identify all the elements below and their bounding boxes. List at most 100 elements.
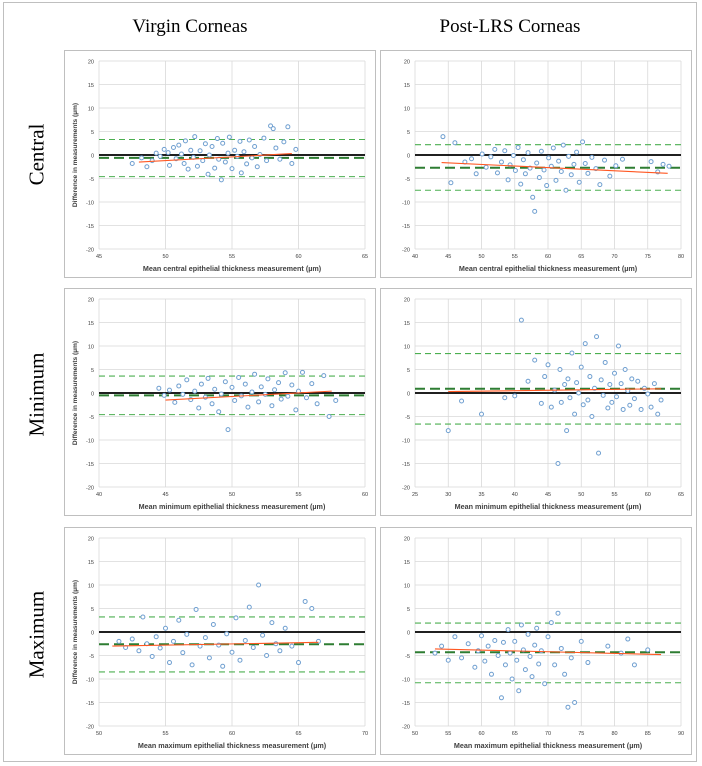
x-tick-label: 50	[412, 731, 418, 737]
y-tick-label: -20	[86, 486, 94, 492]
data-point	[282, 625, 288, 631]
data-point	[459, 398, 465, 404]
data-point	[613, 394, 619, 400]
y-tick-label: 10	[404, 107, 410, 113]
x-tick-label: 40	[412, 254, 418, 260]
data-point	[518, 622, 524, 628]
data-point	[534, 160, 540, 166]
data-point	[498, 159, 504, 165]
data-point	[619, 156, 625, 162]
data-point	[565, 376, 571, 382]
data-point	[553, 177, 559, 183]
data-point	[612, 370, 617, 376]
data-point	[289, 160, 295, 166]
data-point	[660, 161, 666, 167]
data-point	[558, 168, 564, 174]
data-point	[631, 396, 637, 402]
data-point	[585, 660, 591, 666]
x-tick-label: 55	[295, 492, 301, 498]
y-tick-label: -15	[86, 701, 94, 707]
data-point	[555, 461, 561, 466]
data-point	[525, 150, 531, 156]
x-tick-label: 25	[412, 492, 418, 498]
data-point	[522, 171, 528, 177]
data-point	[492, 146, 498, 152]
x-tick-label: 40	[96, 492, 102, 498]
data-point	[542, 681, 548, 687]
data-point	[465, 641, 471, 647]
data-point	[641, 385, 647, 391]
data-point	[500, 639, 506, 645]
x-tick-label: 90	[678, 731, 684, 737]
data-point	[277, 156, 283, 162]
y-tick-label: 5	[407, 130, 410, 136]
data-point	[536, 175, 542, 181]
data-point	[567, 395, 573, 401]
data-point	[256, 399, 262, 405]
data-point	[202, 635, 208, 641]
data-point	[249, 389, 255, 395]
data-point	[206, 655, 212, 661]
data-point	[572, 411, 578, 417]
data-point	[250, 645, 256, 651]
data-point	[600, 392, 606, 398]
x-tick-label: 65	[678, 492, 684, 498]
x-axis-label: Mean maximum epithelial thickness measur…	[138, 741, 327, 750]
data-point	[529, 674, 535, 680]
data-point	[585, 170, 591, 176]
data-point	[144, 164, 150, 170]
data-point	[568, 655, 574, 661]
data-point	[558, 645, 564, 651]
data-point	[236, 374, 242, 380]
data-point	[176, 617, 182, 623]
data-point	[576, 390, 582, 396]
data-point	[229, 384, 235, 390]
data-point	[246, 604, 252, 610]
x-axis-label: Mean maximum epithelial thickness measur…	[454, 741, 643, 750]
data-point	[507, 650, 513, 656]
data-point	[572, 700, 578, 705]
data-point	[475, 648, 481, 654]
y-tick-label: 5	[91, 130, 94, 136]
data-point	[180, 650, 186, 656]
data-point	[585, 397, 591, 403]
data-point	[627, 402, 633, 408]
data-point	[548, 404, 554, 410]
data-point	[192, 134, 198, 140]
data-point	[482, 658, 488, 664]
data-point	[558, 399, 564, 405]
data-point	[232, 147, 238, 153]
y-tick-label: -5	[405, 415, 410, 421]
data-point	[209, 144, 215, 150]
data-point	[538, 648, 544, 654]
data-point	[170, 638, 176, 644]
data-point	[555, 610, 561, 616]
data-point	[149, 158, 155, 164]
data-point	[258, 384, 264, 390]
data-point	[563, 187, 569, 193]
data-point	[502, 148, 508, 154]
data-point	[541, 167, 547, 173]
data-point	[578, 364, 584, 370]
x-tick-label: 45	[445, 254, 451, 260]
y-tick-label: -20	[86, 248, 94, 254]
data-point	[605, 405, 611, 411]
data-point	[192, 388, 198, 394]
data-point	[532, 208, 538, 214]
data-point	[273, 145, 279, 151]
data-point	[176, 142, 182, 148]
data-point	[587, 374, 593, 380]
y-tick-label: 0	[91, 154, 94, 160]
x-tick-label: 55	[229, 254, 235, 260]
x-tick-label: 50	[478, 254, 484, 260]
y-tick-label: -5	[405, 177, 410, 183]
x-axis-label: Mean minimum epithelial thickness measur…	[139, 502, 326, 511]
y-tick-label: 15	[404, 83, 410, 89]
data-point	[552, 662, 558, 668]
data-point	[299, 369, 305, 375]
data-point	[631, 662, 637, 668]
data-point	[202, 394, 208, 400]
data-point	[188, 147, 194, 153]
y-tick-label: 15	[88, 321, 94, 327]
y-tick-label: 15	[404, 321, 410, 327]
